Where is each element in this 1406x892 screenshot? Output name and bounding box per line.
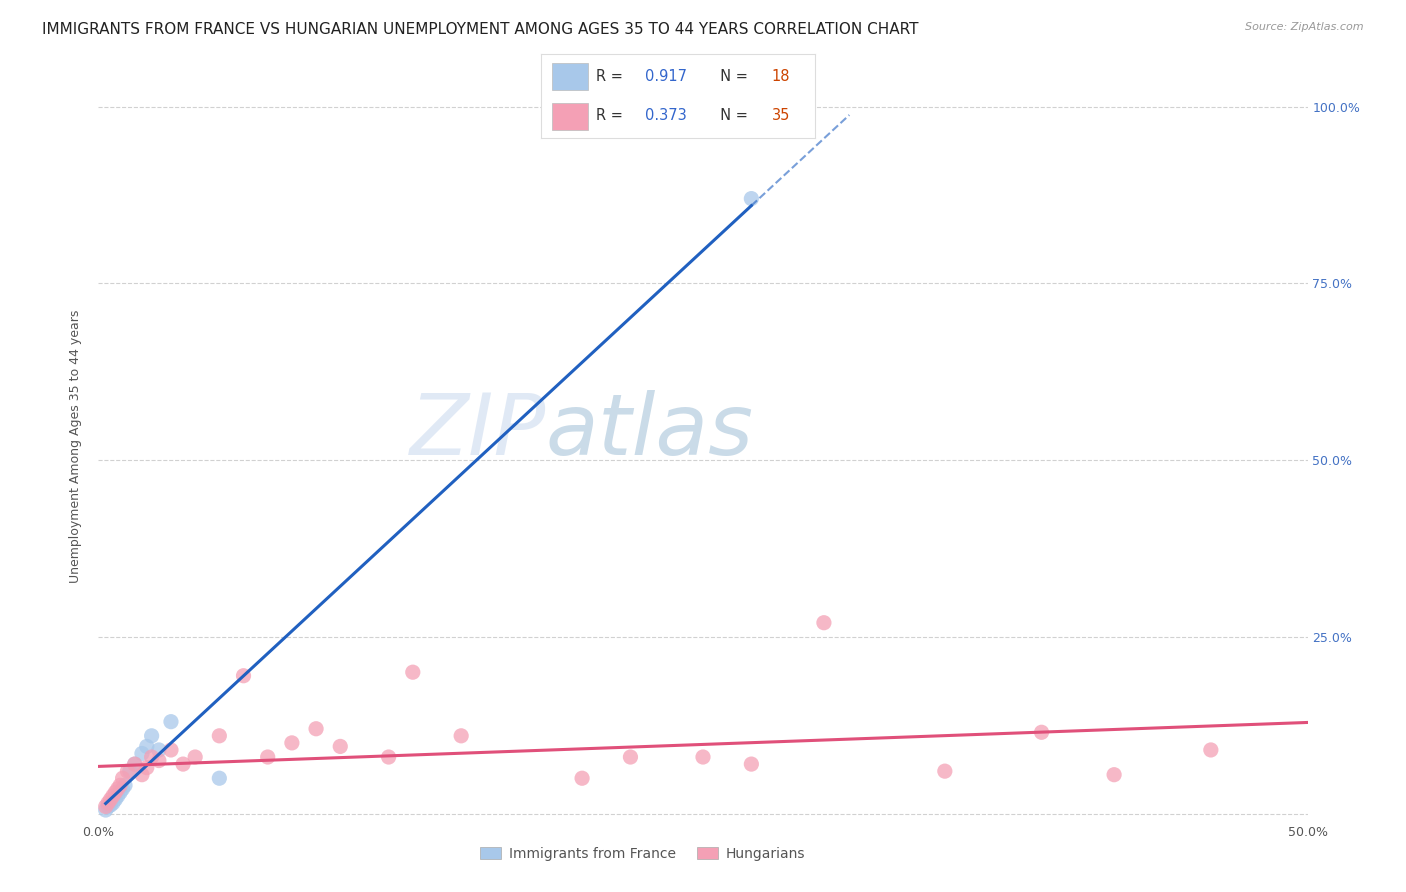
Point [100, 798, 122, 813]
Point [111, 771, 134, 785]
Text: 0.373: 0.373 [645, 108, 688, 123]
Text: 0.917: 0.917 [645, 69, 688, 84]
Point [108, 785, 131, 799]
Point [208, 729, 231, 743]
Point [111, 781, 134, 796]
Point [160, 743, 183, 757]
Point [1102, 767, 1125, 781]
Point [160, 714, 183, 729]
Point [377, 750, 399, 764]
FancyBboxPatch shape [553, 62, 588, 90]
Text: 35: 35 [772, 108, 790, 123]
Point [281, 736, 304, 750]
Point [114, 778, 136, 792]
Point [101, 796, 124, 810]
FancyBboxPatch shape [553, 103, 588, 130]
Point [184, 750, 207, 764]
Text: R =: R = [596, 108, 627, 123]
Y-axis label: Unemployment Among Ages 35 to 44 years: Unemployment Among Ages 35 to 44 years [69, 310, 83, 582]
Point [208, 771, 231, 785]
Point [124, 757, 146, 772]
Point [450, 729, 472, 743]
Point [571, 771, 593, 785]
Point [141, 750, 163, 764]
Point [740, 757, 762, 772]
Point [94, 799, 117, 814]
Point [97, 796, 120, 810]
Point [94, 803, 117, 817]
Point [619, 750, 641, 764]
Point [740, 192, 762, 206]
Point [104, 785, 127, 799]
Text: N =: N = [711, 69, 752, 84]
Point [256, 750, 278, 764]
Point [101, 789, 124, 803]
Point [124, 757, 146, 772]
Point [172, 757, 194, 772]
Point [131, 767, 153, 781]
Point [232, 669, 254, 683]
Point [1031, 725, 1053, 739]
Point [107, 781, 129, 796]
Point [141, 729, 163, 743]
Point [118, 764, 141, 779]
Point [1199, 743, 1222, 757]
Point [148, 743, 170, 757]
Point [97, 799, 120, 814]
Point [402, 665, 425, 680]
Point [692, 750, 714, 764]
Point [100, 792, 122, 806]
Text: Source: ZipAtlas.com: Source: ZipAtlas.com [1246, 22, 1364, 32]
Point [104, 792, 127, 806]
Point [135, 739, 157, 754]
Point [934, 764, 956, 779]
Point [813, 615, 835, 630]
Point [148, 754, 170, 768]
Point [329, 739, 352, 754]
Point [305, 722, 328, 736]
Text: ZIP: ZIP [409, 390, 546, 473]
Text: R =: R = [596, 69, 627, 84]
Text: N =: N = [711, 108, 752, 123]
Point [131, 747, 153, 761]
Point [107, 789, 129, 803]
Point [135, 761, 157, 775]
Point [108, 778, 131, 792]
Legend: Immigrants from France, Hungarians: Immigrants from France, Hungarians [474, 841, 811, 866]
Point [117, 764, 139, 779]
Text: atlas: atlas [546, 390, 754, 473]
Text: 18: 18 [772, 69, 790, 84]
Text: IMMIGRANTS FROM FRANCE VS HUNGARIAN UNEMPLOYMENT AMONG AGES 35 TO 44 YEARS CORRE: IMMIGRANTS FROM FRANCE VS HUNGARIAN UNEM… [42, 22, 918, 37]
